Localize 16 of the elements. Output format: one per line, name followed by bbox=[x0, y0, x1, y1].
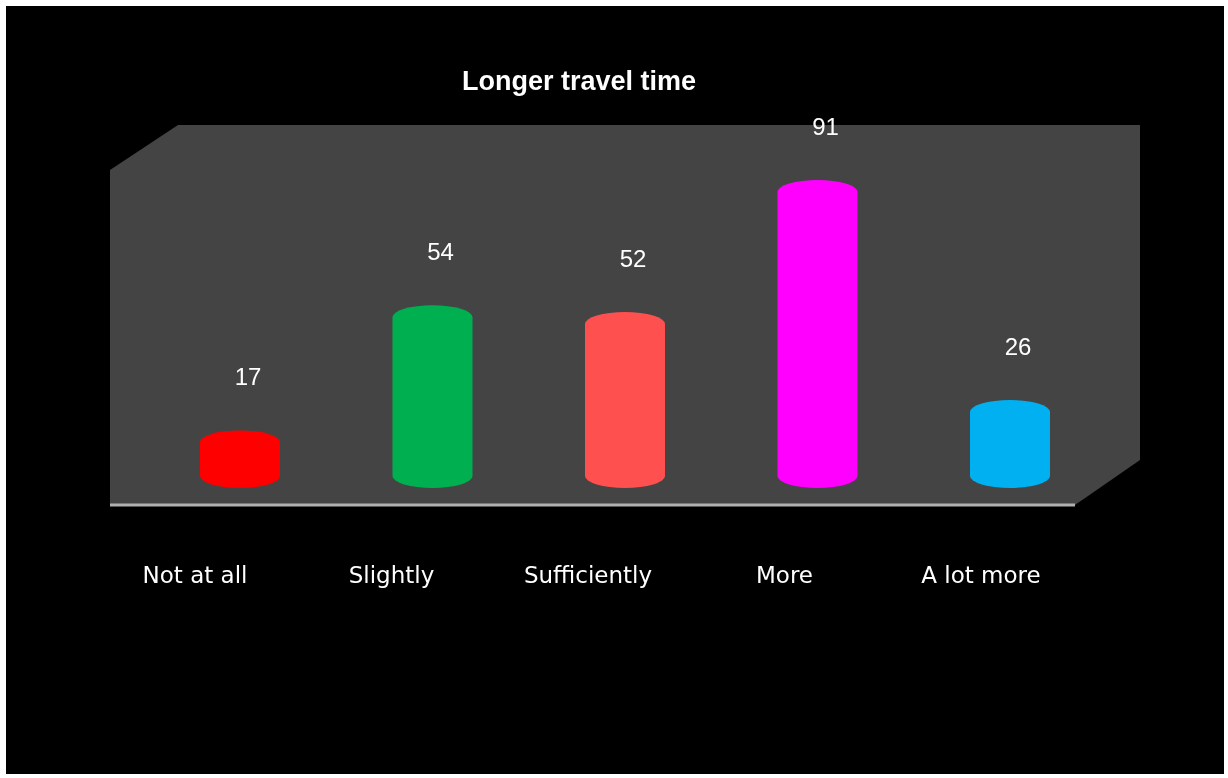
x-tick-label: A lot more bbox=[921, 562, 1041, 588]
data-label: 52 bbox=[619, 245, 647, 272]
x-tick-label: Sufficiently bbox=[523, 562, 653, 588]
bar bbox=[392, 305, 473, 488]
x-tick-label: Slightly bbox=[348, 562, 435, 588]
x-tick-label: More bbox=[755, 562, 814, 588]
data-label: 54 bbox=[427, 238, 454, 266]
data-label: 26 bbox=[1004, 333, 1032, 360]
data-label: 17 bbox=[234, 363, 262, 391]
data-label: 91 bbox=[812, 113, 839, 140]
x-tick-label: Not at all bbox=[142, 562, 248, 588]
bar bbox=[970, 400, 1050, 488]
bar bbox=[777, 180, 858, 488]
bar bbox=[585, 312, 665, 488]
bar bbox=[200, 430, 280, 488]
chart-title: Longer travel time bbox=[461, 66, 697, 96]
